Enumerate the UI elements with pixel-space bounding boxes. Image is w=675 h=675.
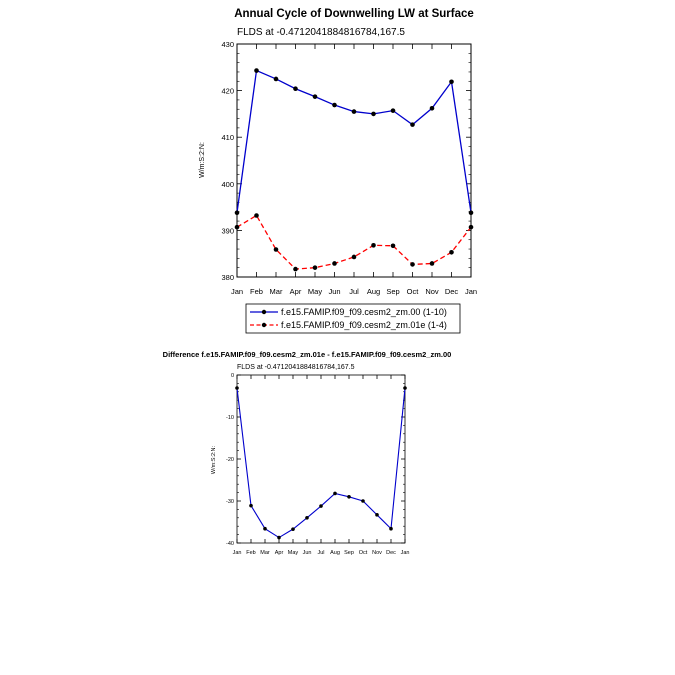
chart1-series-group xyxy=(234,68,474,272)
series-2-point xyxy=(468,224,474,230)
series-1-point xyxy=(332,102,337,108)
chart1-plot-frame xyxy=(236,43,472,278)
y-tick-label: 410 xyxy=(221,133,234,142)
x-tick-label: Feb xyxy=(250,287,263,296)
annual-cycle-chart: Annual Cycle of Downwelling LW at Surfac… xyxy=(199,8,477,334)
series-2-point xyxy=(449,250,454,255)
legend-marker-series-2 xyxy=(261,322,267,328)
legend-label-series-1: f.e15.FAMIP.f09_f09.cesm2_zm.00 (1-10) xyxy=(281,307,447,317)
x-tick-label: Mar xyxy=(270,287,283,296)
x-tick-label: Aug xyxy=(330,550,340,556)
legend-label-series-2: f.e15.FAMIP.f09_f09.cesm2_zm.01e (1-4) xyxy=(281,320,447,330)
y-tick-label: 400 xyxy=(221,180,234,189)
series-2-point xyxy=(371,243,376,248)
x-tick-label: Aug xyxy=(367,287,380,296)
series-line-1 xyxy=(236,387,406,539)
x-tick-label: Jan xyxy=(465,287,477,296)
x-tick-label: Oct xyxy=(407,287,420,296)
series-1-point xyxy=(249,503,253,508)
x-tick-label: Jun xyxy=(328,287,340,296)
chart2-series-group xyxy=(235,386,407,540)
series-1-point xyxy=(351,109,357,114)
x-tick-label: Mar xyxy=(260,550,270,556)
y-tick-label: -40 xyxy=(226,541,234,547)
x-tick-label: May xyxy=(288,550,299,556)
legend-box xyxy=(245,303,461,334)
series-1-point xyxy=(263,526,267,531)
series-line-2 xyxy=(236,214,472,270)
series-2-point xyxy=(273,247,279,252)
series-1-point xyxy=(403,386,407,390)
series-1-point xyxy=(277,535,281,540)
series-1-point xyxy=(449,79,454,85)
series-1-point xyxy=(293,86,298,92)
series-1-point xyxy=(389,526,393,531)
series-2-point xyxy=(312,265,318,270)
series-1-point xyxy=(254,68,259,73)
chart1-legend: f.e15.FAMIP.f09_f09.cesm2_zm.00 (1-10) f… xyxy=(245,303,461,334)
chart1-title: Annual Cycle of Downwelling LW at Surfac… xyxy=(234,8,474,20)
series-1-point xyxy=(468,210,474,215)
x-tick-label: May xyxy=(308,287,322,296)
series-2-point xyxy=(234,224,240,230)
series-1-point xyxy=(371,111,376,117)
x-tick-label: Jul xyxy=(349,287,359,296)
series-1-point xyxy=(410,122,415,127)
difference-chart: Difference f.e15.FAMIP.f09_f09.cesm2_zm.… xyxy=(163,350,452,556)
series-1-point xyxy=(429,106,435,111)
series-1-point xyxy=(235,386,239,390)
y-tick-label: 380 xyxy=(221,273,234,282)
series-2-point xyxy=(332,261,337,266)
series-2-point xyxy=(254,213,259,218)
x-tick-label: Apr xyxy=(290,287,302,296)
x-tick-label: Apr xyxy=(275,550,284,556)
chart1-axes: Jan Feb Mar Apr May Jun Jul Aug Sep Oct Nov Dec Jan 3… xyxy=(221,40,477,296)
x-tick-label: Jun xyxy=(303,550,312,556)
series-1-point xyxy=(312,94,318,99)
x-tick-label: Sep xyxy=(344,550,354,556)
series-1-point xyxy=(390,108,396,113)
x-tick-label: Jan xyxy=(401,550,410,556)
chart1-y-axis-label: W/m:S:2:N: xyxy=(199,142,206,178)
x-tick-label: Nov xyxy=(372,550,382,556)
x-tick-label: Jan xyxy=(233,550,242,556)
chart2-axes: Jan Feb Mar Apr May Jun Jul Aug Sep Oct Nov Dec Jan -… xyxy=(226,373,409,556)
x-tick-label: Sep xyxy=(386,287,399,296)
y-tick-label: -10 xyxy=(226,415,234,421)
series-2-point xyxy=(429,261,435,266)
chart2-title: Difference f.e15.FAMIP.f09_f09.cesm2_zm.… xyxy=(163,350,452,359)
x-tick-label: Dec xyxy=(445,287,459,296)
x-tick-label: Jul xyxy=(317,550,324,556)
series-1-point xyxy=(361,499,365,503)
series-1-point xyxy=(375,513,379,517)
y-tick-label: 420 xyxy=(221,87,234,96)
series-1-point xyxy=(234,210,240,215)
series-2-point xyxy=(351,254,357,260)
series-1-point xyxy=(273,76,279,82)
y-tick-label: -20 xyxy=(226,457,234,463)
series-2-point xyxy=(390,243,396,249)
series-2-point xyxy=(293,266,298,272)
x-tick-label: Jan xyxy=(231,287,243,296)
series-2-point xyxy=(410,262,415,267)
series-1-point xyxy=(305,516,309,520)
series-1-point xyxy=(319,504,323,508)
x-tick-label: Dec xyxy=(386,550,396,556)
series-line-1 xyxy=(236,69,472,213)
chart2-y-axis-label: W/m:S:2:N: xyxy=(211,445,217,474)
y-tick-label: 430 xyxy=(221,40,234,49)
x-tick-label: Nov xyxy=(425,287,439,296)
chart1-subtitle: FLDS at -0.4712041884816784,167.5 xyxy=(237,27,405,38)
x-tick-label: Feb xyxy=(246,550,255,556)
series-1-point xyxy=(291,527,295,531)
x-tick-label: Oct xyxy=(359,550,368,556)
series-1-point xyxy=(333,491,337,496)
chart2-subtitle: FLDS at -0.4712041884816784,167.5 xyxy=(237,364,355,371)
y-tick-label: 390 xyxy=(221,226,234,235)
y-tick-label: 0 xyxy=(231,373,234,379)
series-1-point xyxy=(347,495,351,499)
y-tick-label: -30 xyxy=(226,499,234,505)
legend-marker-series-1 xyxy=(261,309,267,315)
